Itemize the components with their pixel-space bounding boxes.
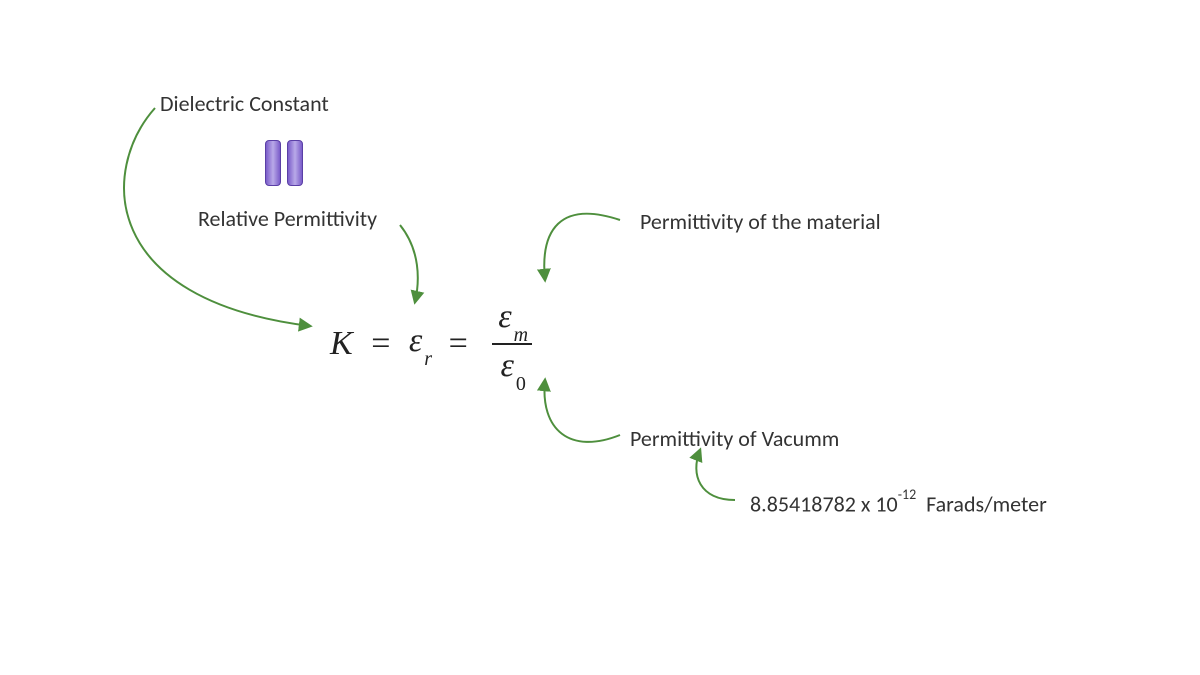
pill-right (287, 140, 303, 186)
value-prefix: 8.85418782 x 10 (750, 490, 898, 517)
arrow-vacuum-to-eps0 (544, 380, 620, 442)
arrow-relative-to-epsr (400, 225, 418, 302)
symbol-K: K (330, 325, 353, 363)
label-relative: Relative Permittivity (198, 205, 377, 232)
label-vacuum: Permittivity of Vacumm (630, 425, 839, 452)
numerator: εm (492, 298, 532, 345)
arrow-material-to-epsm (544, 214, 620, 280)
equation: K = εr = εm ε0 (330, 298, 538, 390)
value-unit: Farads/meter (926, 490, 1047, 517)
eps-glyph-0: ε (500, 347, 513, 384)
label-value: 8.85418782 x 10-12 Farads/meter (750, 490, 1047, 517)
eps-glyph: ε (409, 322, 422, 359)
denominator: ε0 (492, 345, 532, 390)
fraction: εm ε0 (492, 298, 532, 390)
value-exponent: -12 (898, 486, 916, 503)
label-dielectric: Dielectric Constant (160, 90, 329, 117)
label-material: Permittivity of the material (640, 208, 881, 235)
pill-left (265, 140, 281, 186)
equals-1: = (371, 325, 390, 363)
diagram-stage: Dielectric Constant Relative Permittivit… (0, 0, 1200, 675)
symbol-eps-r: εr (409, 322, 430, 365)
arrow-value-to-vacuum (696, 450, 735, 500)
sub-0: 0 (516, 373, 526, 395)
sub-m: m (514, 324, 528, 346)
equals-2: = (449, 325, 468, 363)
eps-glyph-m: ε (498, 298, 511, 335)
equals-symbol-pills (265, 140, 303, 186)
sub-r: r (424, 348, 432, 370)
